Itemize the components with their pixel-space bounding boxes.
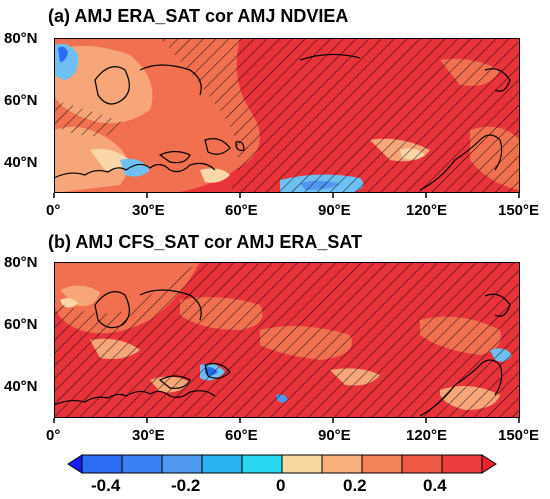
panel-b-lon-120: 120°E	[406, 427, 448, 444]
colorbar-swatch	[121, 454, 163, 474]
panel-a-lon-90: 90°E	[318, 202, 351, 219]
tick-marks	[53, 193, 520, 423]
colorbar	[67, 454, 497, 474]
colorbar-label: -0.4	[91, 476, 121, 495]
colorbar-swatch	[81, 454, 123, 474]
panel-b-lon-150: 150°E	[498, 427, 540, 444]
panel-b-lon-30: 30°E	[132, 427, 165, 444]
colorbar-swatch	[281, 454, 323, 474]
panel-a-lat-80: 80°N	[4, 30, 38, 47]
panel-a-lat-60: 60°N	[4, 92, 38, 109]
panel-b-lat-80: 80°N	[4, 254, 38, 271]
colorbar-label: 0	[276, 476, 286, 495]
panel-a-title: (a) AMJ ERA_SAT cor AMJ NDVIEA	[48, 6, 349, 26]
panel-a-lon-150: 150°E	[498, 202, 540, 219]
panel-b-lat-60: 60°N	[4, 316, 38, 333]
colorbar-swatch	[401, 454, 443, 474]
colorbar-swatch	[361, 454, 403, 474]
panel-b-lon-60: 60°E	[225, 427, 258, 444]
colorbar-label: 0.2	[343, 476, 367, 495]
colorbar-swatch	[321, 454, 363, 474]
colorbar-swatch	[161, 454, 203, 474]
colorbar-label: 0.4	[423, 476, 447, 495]
colorbar-swatch	[241, 454, 283, 474]
colorbar-arrow-right	[481, 454, 497, 474]
panel-b-map	[54, 262, 520, 418]
panel-a-map	[54, 38, 520, 193]
panel-a-lat-40: 40°N	[4, 154, 38, 171]
panel-b-lon-0: 0°	[46, 427, 61, 444]
panel-a-lon-60: 60°E	[225, 202, 258, 219]
panel-b-title: (b) AMJ CFS_SAT cor AMJ ERA_SAT	[48, 232, 363, 252]
colorbar-swatch	[441, 454, 483, 474]
panel-b-lat-40: 40°N	[4, 378, 38, 395]
colorbar-swatch	[201, 454, 243, 474]
panel-b-lon-90: 90°E	[318, 427, 351, 444]
panel-a-lon-30: 30°E	[132, 202, 165, 219]
colorbar-arrow-left	[67, 454, 83, 474]
panel-a-lon-0: 0°	[46, 202, 61, 219]
panel-a-lon-120: 120°E	[406, 202, 448, 219]
colorbar-label: -0.2	[171, 476, 201, 495]
